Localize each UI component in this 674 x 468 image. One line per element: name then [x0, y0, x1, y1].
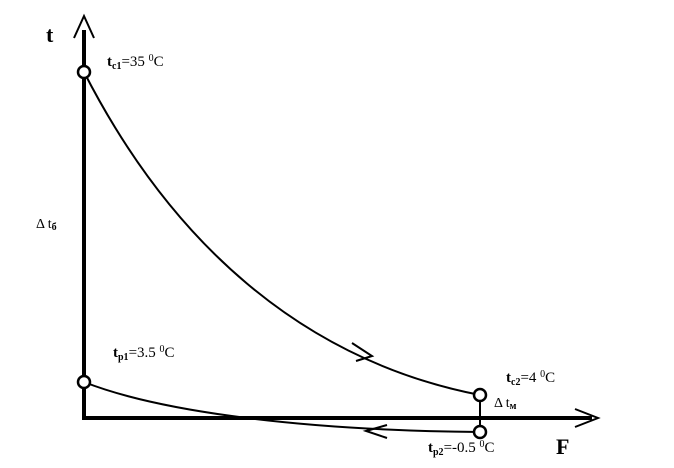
tp1-superscript: 0 [159, 344, 165, 355]
delta-small-subscript: м [509, 401, 517, 412]
tc2-subscript: c2 [511, 377, 521, 388]
tc2-symbol: t [506, 370, 511, 386]
tc1-marker [76, 64, 92, 80]
tc1-label: tc1=35 0C [107, 53, 164, 72]
x-axis-label: F [556, 434, 570, 459]
delta-big-label: Δ tб [36, 217, 57, 233]
delta-small-label: Δ tм [494, 396, 516, 412]
tp1-subscript: p1 [118, 352, 129, 363]
tc1-superscript: 0 [148, 53, 154, 64]
cold-flow-arrow [362, 424, 388, 439]
tp2-unit: C [484, 440, 495, 456]
hot-fluid-curve [83, 71, 481, 396]
y-axis-arrowhead [73, 13, 95, 39]
y-axis-label: t [46, 22, 54, 47]
tc1-symbol: t [107, 54, 112, 70]
tp2-subscript: p2 [433, 447, 444, 458]
tp1-unit: C [164, 345, 175, 361]
delta-small-symbol: Δ t [494, 396, 510, 411]
tc1-subscript: c1 [112, 61, 122, 72]
tp1-label: tp1=3.5 0C [113, 344, 175, 363]
tc2-superscript: 0 [540, 369, 546, 380]
tc1-value: =35 [121, 54, 149, 70]
delta-big-subscript: б [51, 222, 57, 233]
x-axis-arrowhead [574, 408, 601, 428]
delta-big-symbol: Δ t [36, 217, 52, 232]
tp2-label: tp2=-0.5 0C [428, 439, 495, 458]
tp2-symbol: t [428, 440, 433, 456]
tc2-marker [472, 387, 488, 403]
tc2-unit: C [545, 370, 556, 386]
tp1-marker [76, 374, 92, 390]
tc2-label: tc2=4 0C [506, 369, 555, 388]
cold-fluid-curve [83, 381, 481, 433]
hot-flow-arrow [351, 342, 375, 362]
tp1-value: =3.5 [128, 345, 160, 361]
tc1-unit: C [153, 54, 164, 70]
tp2-value: =-0.5 [443, 440, 480, 456]
tc2-value: =4 [520, 370, 541, 386]
tp2-marker [472, 424, 488, 440]
tp1-symbol: t [113, 345, 118, 361]
tp2-superscript: 0 [479, 439, 485, 450]
